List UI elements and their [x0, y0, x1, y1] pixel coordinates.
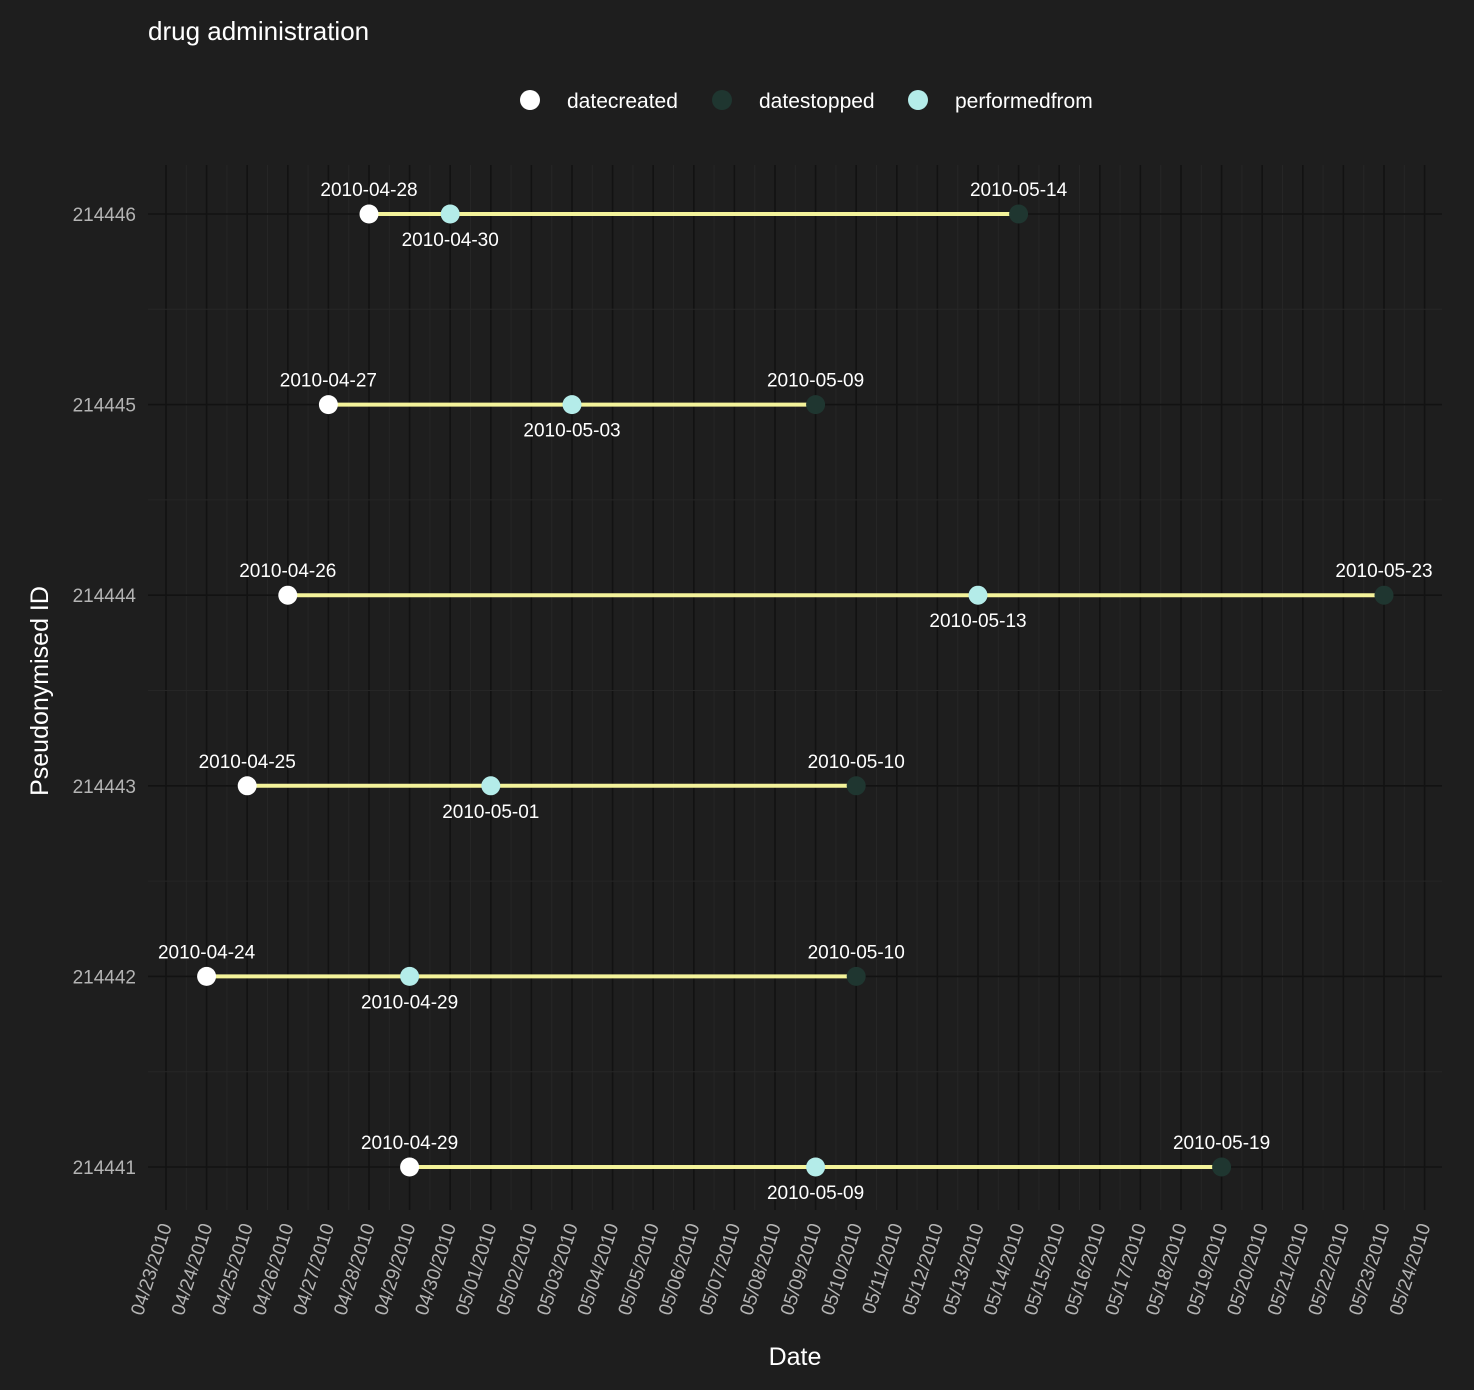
- y-tick-label: 214442: [73, 967, 136, 988]
- point-performedfrom-214442: [400, 966, 420, 986]
- point-datecreated-214442: [197, 966, 217, 986]
- y-axis-title: Pseudonymised ID: [26, 586, 54, 796]
- legend-marker-datestopped: [712, 90, 732, 110]
- label-datecreated-214443: 2010-04-25: [199, 752, 296, 773]
- legend: datecreated datestopped performedfrom: [520, 90, 1093, 113]
- legend-label-datestopped: datestopped: [759, 90, 875, 113]
- y-tick-label: 214444: [73, 586, 137, 607]
- point-labels: 2010-04-28 2010-05-14 2010-04-30 2010-04-27…: [158, 180, 1433, 1204]
- label-datecreated-214442: 2010-04-24: [158, 942, 256, 963]
- point-datestopped-214441: [1212, 1157, 1232, 1177]
- label-datecreated-214444: 2010-04-26: [239, 561, 336, 582]
- label-performedfrom-214445: 2010-05-03: [523, 421, 620, 442]
- label-datestopped-214446: 2010-05-14: [970, 180, 1068, 201]
- point-datestopped-214443: [846, 776, 866, 796]
- point-performedfrom-214444: [968, 585, 988, 605]
- point-datecreated-214445: [318, 395, 338, 415]
- legend-label-performedfrom: performedfrom: [955, 90, 1093, 113]
- label-datecreated-214445: 2010-04-27: [280, 371, 377, 392]
- y-tick-label: 214446: [73, 205, 136, 226]
- point-datecreated-214446: [359, 204, 379, 224]
- point-datestopped-214444: [1374, 585, 1394, 605]
- y-tick-label: 214443: [73, 777, 136, 798]
- label-datestopped-214445: 2010-05-09: [767, 371, 864, 392]
- x-axis-title: Date: [769, 1343, 822, 1371]
- point-datecreated-214443: [237, 776, 257, 796]
- legend-marker-datecreated: [520, 90, 540, 110]
- label-performedfrom-214444: 2010-05-13: [929, 611, 1026, 632]
- point-datecreated-214441: [400, 1157, 420, 1177]
- label-performedfrom-214446: 2010-04-30: [402, 230, 499, 251]
- y-axis-ticks: 214446 214445 214444 214443 214442 214441: [73, 205, 137, 1179]
- point-datestopped-214442: [846, 966, 866, 986]
- point-performedfrom-214445: [562, 395, 582, 415]
- point-datestopped-214445: [806, 395, 826, 415]
- label-performedfrom-214443: 2010-05-01: [442, 802, 539, 823]
- point-datestopped-214446: [1009, 204, 1029, 224]
- point-performedfrom-214441: [806, 1157, 826, 1177]
- legend-marker-performedfrom: [908, 90, 928, 110]
- segments: [206, 212, 1384, 1169]
- points: [197, 204, 1394, 1177]
- y-tick-label: 214445: [73, 396, 136, 417]
- label-datecreated-214441: 2010-04-29: [361, 1133, 458, 1154]
- label-performedfrom-214442: 2010-04-29: [361, 992, 458, 1013]
- label-performedfrom-214441: 2010-05-09: [767, 1183, 864, 1204]
- point-performedfrom-214446: [440, 204, 460, 224]
- label-datecreated-214446: 2010-04-28: [320, 180, 417, 201]
- chart-title: drug administration: [148, 16, 369, 46]
- y-tick-label: 214441: [73, 1158, 136, 1179]
- point-datecreated-214444: [278, 585, 298, 605]
- label-datestopped-214442: 2010-05-10: [808, 942, 905, 963]
- point-performedfrom-214443: [481, 776, 501, 796]
- label-datestopped-214444: 2010-05-23: [1335, 561, 1432, 582]
- legend-label-datecreated: datecreated: [567, 90, 678, 113]
- label-datestopped-214441: 2010-05-19: [1173, 1133, 1270, 1154]
- label-datestopped-214443: 2010-05-10: [808, 752, 905, 773]
